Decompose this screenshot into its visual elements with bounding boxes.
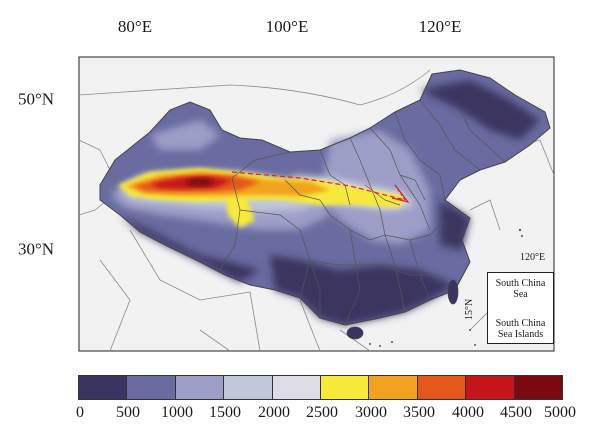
legend-swatch: [321, 376, 370, 399]
legend-tick: 4500: [500, 404, 532, 421]
legend-tick: 500: [116, 404, 140, 421]
elevation-legend: [78, 375, 563, 400]
legend-swatch: [514, 376, 563, 399]
offshore-islands: [369, 228, 523, 347]
lon-label-120e: 120°E: [418, 17, 462, 36]
legend-tick: 0: [76, 404, 84, 421]
legend-tick: 5000: [544, 404, 576, 421]
south-china-sea-inset: South China Sea South China Sea Islands: [487, 272, 554, 344]
lon-label-100e: 100°E: [265, 17, 309, 36]
legend-tick: 2000: [258, 404, 290, 421]
legend-tick: 1500: [209, 404, 241, 421]
legend-swatch: [79, 376, 128, 399]
legend-swatch: [175, 376, 225, 399]
elevation-field: [110, 80, 540, 325]
lat-label-50n: 50°N: [18, 89, 55, 109]
hainan-island: [346, 326, 364, 340]
legend-swatch: [224, 376, 273, 399]
inset-lon-label: 120°E: [520, 252, 546, 263]
province-borders: [219, 99, 506, 326]
track-branch: [394, 184, 406, 201]
inset-lat-label: 15°N: [464, 298, 475, 320]
legend-swatch: [272, 376, 322, 399]
legend-tick: 4000: [452, 404, 484, 421]
legend-swatch: [369, 376, 418, 399]
legend-swatch: [127, 376, 176, 399]
legend-swatch: [466, 376, 515, 399]
legend-swatch: [417, 376, 467, 399]
legend-tick: 3000: [355, 404, 387, 421]
taiwan-island: [447, 279, 459, 305]
neighbor-borders: [79, 69, 554, 351]
transport-track: [231, 171, 406, 201]
legend-tick: 1000: [161, 404, 193, 421]
inset-sea-label: South China Sea: [495, 278, 546, 300]
legend-tick: 2500: [306, 404, 338, 421]
lat-label-30n: 30°N: [18, 239, 55, 259]
china-outline: [99, 69, 551, 326]
legend-tick: 3500: [403, 404, 435, 421]
lon-label-80e: 80°E: [117, 17, 153, 36]
inset-islands-label: South China Sea Islands: [495, 318, 546, 340]
